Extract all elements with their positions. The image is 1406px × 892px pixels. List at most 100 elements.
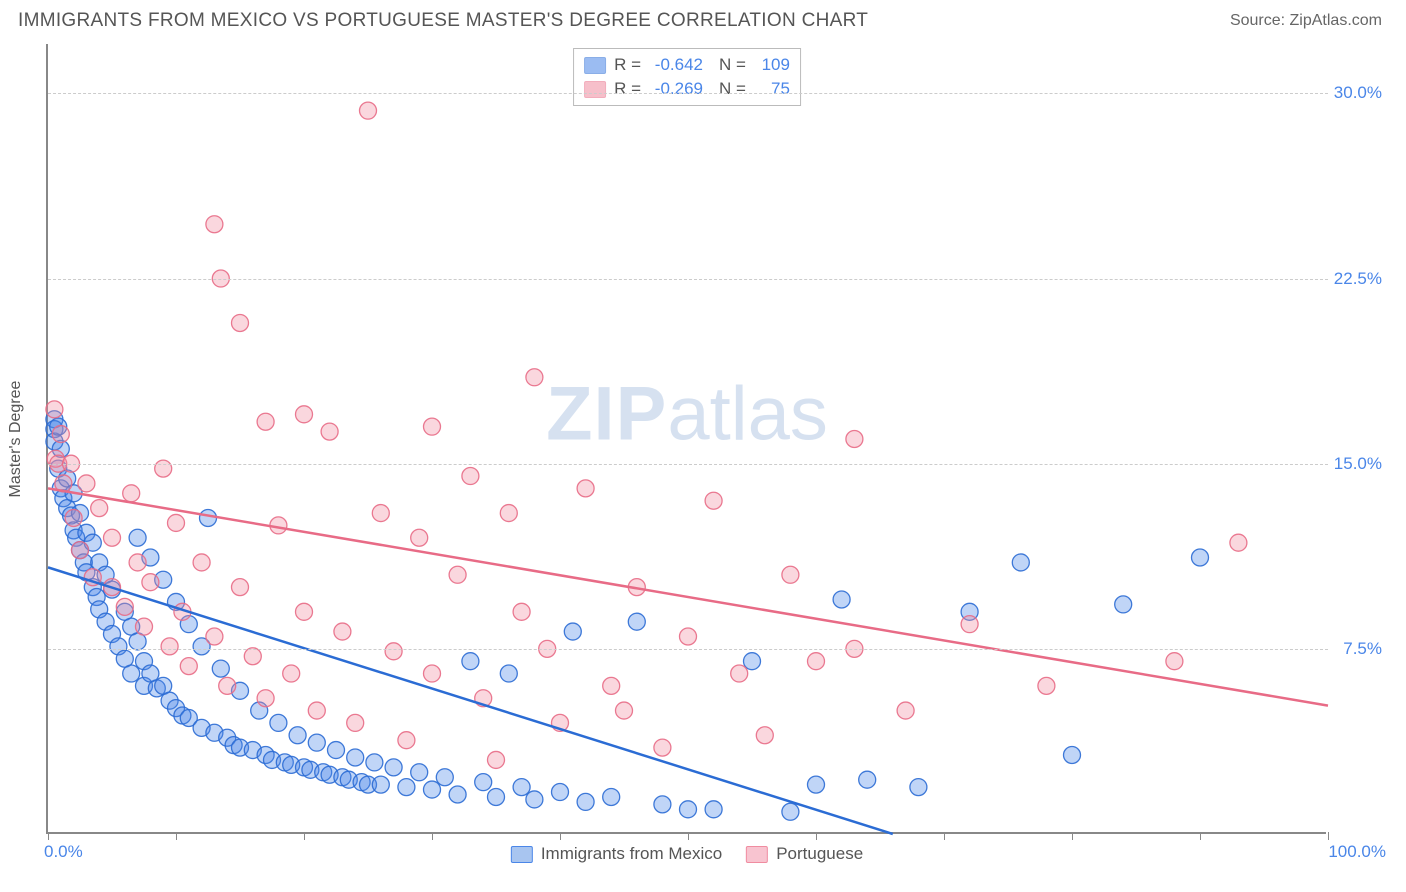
data-point (334, 623, 351, 640)
data-point (846, 431, 863, 448)
chart-title: IMMIGRANTS FROM MEXICO VS PORTUGUESE MAS… (18, 10, 868, 32)
data-point (78, 475, 95, 492)
data-point (65, 510, 82, 527)
legend-row-series-2: R = -0.269 N = 75 (584, 77, 790, 101)
data-point (552, 784, 569, 801)
data-point (155, 460, 172, 477)
data-point (910, 779, 927, 796)
data-point (705, 801, 722, 818)
data-point (411, 529, 428, 546)
r-value-2: -0.269 (649, 79, 703, 99)
data-point (603, 677, 620, 694)
swatch-series-1 (584, 57, 606, 74)
data-point (347, 749, 364, 766)
data-point (72, 542, 89, 559)
data-point (385, 643, 402, 660)
data-point (289, 727, 306, 744)
data-point (731, 665, 748, 682)
y-tick-label: 7.5% (1343, 639, 1382, 659)
data-point (296, 406, 313, 423)
data-point (142, 574, 159, 591)
data-point (257, 690, 274, 707)
data-point (366, 754, 383, 771)
data-point (321, 423, 338, 440)
data-point (808, 776, 825, 793)
legend-correlation-box: R = -0.642 N = 109 R = -0.269 N = 75 (573, 48, 801, 106)
data-point (782, 803, 799, 820)
data-point (488, 751, 505, 768)
data-point (526, 791, 543, 808)
data-point (270, 714, 287, 731)
legend-item-1: Immigrants from Mexico (511, 844, 722, 864)
data-point (257, 413, 274, 430)
data-point (91, 500, 108, 517)
data-point (526, 369, 543, 386)
data-point (123, 665, 140, 682)
data-point (161, 638, 178, 655)
data-point (449, 566, 466, 583)
data-point (296, 603, 313, 620)
data-point (372, 776, 389, 793)
data-point (206, 628, 223, 645)
data-point (398, 732, 415, 749)
data-point (116, 598, 133, 615)
data-point (859, 771, 876, 788)
data-point (206, 216, 223, 233)
plot-area: ZIPatlas R = -0.642 N = 109 R = -0.269 N… (46, 44, 1326, 834)
data-point (129, 529, 146, 546)
data-point (488, 788, 505, 805)
legend-series-names: Immigrants from Mexico Portuguese (511, 844, 863, 864)
data-point (129, 554, 146, 571)
data-point (232, 314, 249, 331)
data-point (462, 468, 479, 485)
data-point (104, 529, 121, 546)
data-point (500, 665, 517, 682)
data-point (1064, 747, 1081, 764)
data-point (628, 613, 645, 630)
chart-source: Source: ZipAtlas.com (1230, 12, 1382, 30)
legend-item-2: Portuguese (746, 844, 863, 864)
data-point (424, 665, 441, 682)
data-point (328, 742, 345, 759)
swatch-series-2 (584, 81, 606, 98)
data-point (654, 739, 671, 756)
data-point (808, 653, 825, 670)
data-point (782, 566, 799, 583)
data-point (680, 801, 697, 818)
data-point (411, 764, 428, 781)
y-tick-label: 30.0% (1334, 83, 1382, 103)
data-point (424, 418, 441, 435)
data-point (219, 677, 236, 694)
data-point (180, 658, 197, 675)
data-point (52, 426, 69, 443)
data-point (897, 702, 914, 719)
data-point (168, 514, 185, 531)
data-point (756, 727, 773, 744)
data-point (436, 769, 453, 786)
y-tick-label: 22.5% (1334, 269, 1382, 289)
data-point (308, 734, 325, 751)
data-point (449, 786, 466, 803)
data-point (564, 623, 581, 640)
data-point (1115, 596, 1132, 613)
data-point (680, 628, 697, 645)
n-value-1: 109 (754, 55, 790, 75)
data-point (513, 603, 530, 620)
data-point (654, 796, 671, 813)
data-point (603, 788, 620, 805)
data-point (1166, 653, 1183, 670)
x-axis-min-label: 0.0% (44, 842, 83, 862)
data-point (360, 102, 377, 119)
legend-row-series-1: R = -0.642 N = 109 (584, 53, 790, 77)
data-point (744, 653, 761, 670)
plot-wrapper: Master's Degree ZIPatlas R = -0.642 N = … (46, 44, 1386, 834)
data-point (1012, 554, 1029, 571)
data-point (500, 505, 517, 522)
data-point (1038, 677, 1055, 694)
data-point (475, 774, 492, 791)
x-axis-max-label: 100.0% (1328, 842, 1386, 862)
chart-header: IMMIGRANTS FROM MEXICO VS PORTUGUESE MAS… (0, 0, 1406, 38)
data-point (577, 480, 594, 497)
data-point (283, 665, 300, 682)
data-point (232, 579, 249, 596)
